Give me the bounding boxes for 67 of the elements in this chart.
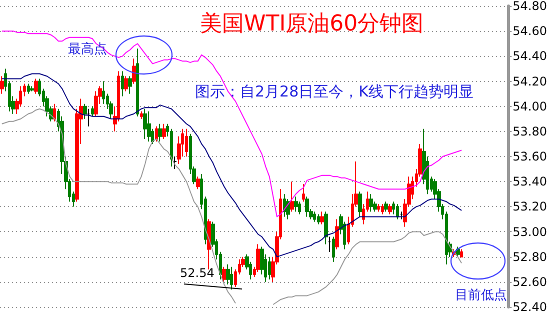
y-tick-label: 52.80 bbox=[512, 250, 548, 264]
candlestick bbox=[83, 103, 87, 120]
annotation: 目前低点 bbox=[455, 288, 507, 303]
chart-title: 美国WTI原油60分钟图 bbox=[200, 12, 424, 36]
candlestick bbox=[396, 204, 399, 220]
y-tick-label: 52.60 bbox=[512, 274, 548, 289]
candlestick bbox=[34, 78, 38, 94]
candlestick bbox=[230, 266, 233, 290]
y-tick-label: 54.80 bbox=[512, 0, 548, 13]
candlestick bbox=[128, 76, 132, 94]
candlestick bbox=[335, 218, 339, 250]
candlestick bbox=[87, 108, 90, 127]
candlestick bbox=[222, 266, 226, 282]
candlestick bbox=[124, 76, 128, 92]
candlestick bbox=[268, 256, 271, 280]
y-tick-label: 54.40 bbox=[512, 49, 548, 64]
candlestick bbox=[185, 128, 188, 157]
annotation: 图示：自2月28日至今，K线下行趋势明显 bbox=[195, 82, 474, 100]
candlestick bbox=[30, 86, 34, 92]
candlestick bbox=[91, 106, 94, 117]
candlestick bbox=[27, 83, 30, 94]
y-tick-label: 53.60 bbox=[512, 150, 548, 164]
candlestick bbox=[140, 110, 143, 120]
candlestick bbox=[377, 204, 380, 212]
candlestick bbox=[155, 126, 158, 142]
candlestick bbox=[207, 218, 211, 270]
annotation: 最高点 bbox=[68, 41, 107, 57]
candlestick bbox=[170, 128, 173, 168]
y-tick-label: 53.80 bbox=[512, 124, 548, 138]
candlestick bbox=[369, 194, 373, 212]
y-tick-label: 54.60 bbox=[512, 24, 548, 38]
candlestick bbox=[162, 123, 166, 140]
candlestick bbox=[158, 123, 162, 142]
candlestick bbox=[305, 196, 309, 218]
y-tick-label: 53.40 bbox=[512, 174, 548, 189]
candlestick bbox=[143, 108, 147, 140]
candlestick bbox=[53, 103, 56, 122]
candlestick bbox=[173, 156, 177, 170]
candlestick bbox=[392, 201, 395, 215]
candlestick bbox=[196, 176, 200, 190]
candlestick bbox=[320, 211, 324, 225]
candlestick bbox=[317, 214, 320, 225]
candlestick bbox=[290, 181, 294, 212]
y-tick-label: 52.40 bbox=[512, 300, 548, 314]
candlestick bbox=[147, 110, 151, 142]
candlestick bbox=[94, 90, 98, 117]
candlestick bbox=[388, 204, 392, 215]
candlestick bbox=[381, 204, 384, 215]
candlestick bbox=[121, 70, 124, 97]
annotation: 52.54 bbox=[180, 266, 214, 280]
candlestick bbox=[384, 201, 388, 212]
y-tick-label: 54.00 bbox=[512, 99, 548, 114]
candlestick bbox=[358, 191, 362, 218]
y-tick-label: 53.20 bbox=[512, 200, 548, 214]
candlestick bbox=[0, 76, 4, 94]
candlestick bbox=[313, 211, 316, 222]
candlestick bbox=[294, 196, 298, 212]
candlestick bbox=[400, 211, 403, 220]
candlestick bbox=[324, 211, 328, 245]
candlestick bbox=[132, 58, 136, 84]
candlestick bbox=[136, 48, 139, 117]
y-tick-label: 54.20 bbox=[512, 74, 548, 88]
candlestick bbox=[332, 236, 335, 262]
candlestick bbox=[302, 184, 305, 202]
candlestick bbox=[328, 236, 331, 252]
candlestick bbox=[460, 248, 463, 258]
y-tick-label: 53.00 bbox=[512, 224, 548, 239]
